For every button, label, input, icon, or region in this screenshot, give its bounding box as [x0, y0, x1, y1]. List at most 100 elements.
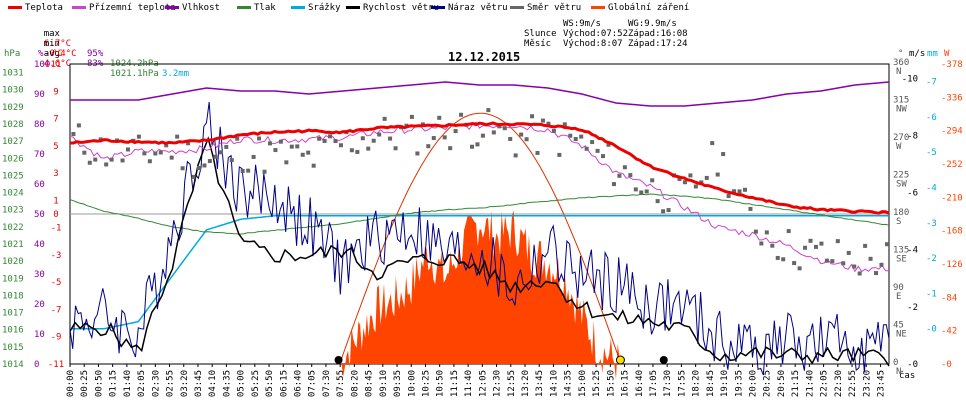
- time-tick-label: 09:35: [393, 370, 403, 397]
- time-tick-label: 10:50: [436, 370, 446, 397]
- time-tick-label: 22:55: [848, 370, 858, 397]
- temp-tick-label: -5: [51, 278, 62, 288]
- wind-direction-point: [819, 241, 824, 246]
- wind-direction-point: [770, 243, 775, 248]
- wind-direction-point: [224, 144, 229, 149]
- wind-tick-label: -0: [907, 360, 918, 370]
- pressure-tick-label: 1019: [2, 274, 24, 284]
- wind-direction-point: [704, 175, 709, 180]
- humidity-tick-label: 50: [34, 210, 45, 220]
- wind-direction-point: [306, 150, 311, 155]
- pressure-tick-label: 1020: [2, 257, 24, 267]
- wind-direction-point: [218, 150, 223, 155]
- humidity-tick-label: 80: [34, 120, 45, 130]
- time-tick-label: 23:20: [862, 370, 872, 397]
- time-tick-label: 23:45: [876, 370, 886, 397]
- pressure-unit-label: hPa: [4, 49, 20, 59]
- stats-max-label: max: [43, 29, 60, 39]
- humidity-tick-label: 10: [34, 330, 45, 340]
- solar-tick-label: -168: [941, 227, 963, 237]
- time-tick-label: 21:15: [791, 370, 801, 397]
- wind-direction-point: [601, 154, 606, 159]
- wind-direction-point: [546, 121, 551, 126]
- wind-direction-point: [284, 160, 289, 165]
- time-tick-label: 01:40: [123, 370, 133, 397]
- legend-item-3: Tlak: [237, 3, 276, 13]
- wind-direction-point: [142, 151, 147, 156]
- stats-min-label: min: [43, 39, 60, 49]
- legend-swatch: [591, 6, 605, 9]
- wind-direction-point: [175, 134, 180, 139]
- wind-direction-point: [213, 154, 218, 159]
- pressure-tick-label: 1030: [2, 86, 24, 96]
- wind-direction-point: [338, 143, 343, 148]
- time-tick-label: 22:30: [834, 370, 844, 397]
- wind-direction-point: [874, 271, 879, 276]
- wind-direction-point: [661, 209, 666, 214]
- moonset-marker: [659, 356, 668, 364]
- legend-label: Náraz větru: [448, 3, 508, 13]
- time-tick-label: 11:40: [464, 370, 474, 397]
- humidity-tick-label: 30: [34, 270, 45, 280]
- time-tick-label: 21:40: [805, 370, 815, 397]
- wind-direction-point: [841, 261, 846, 266]
- wind-direction-point: [186, 141, 191, 146]
- direction-tick-label: 360: [893, 58, 909, 68]
- rain-tick-label: -4: [926, 184, 937, 194]
- wind-direction-point: [513, 153, 518, 158]
- time-tick-label: 03:45: [194, 370, 204, 397]
- legend-label: Přízemní teplota: [89, 3, 176, 13]
- wind-direction-point: [622, 165, 627, 170]
- time-tick-label: 16:40: [635, 370, 645, 397]
- wind-direction-point: [611, 182, 616, 187]
- legend-label: Teplota: [25, 3, 63, 13]
- direction-unit-label: °: [898, 49, 903, 59]
- temp-tick-label: 11: [51, 60, 62, 70]
- temp-tick-label: -1: [51, 224, 62, 234]
- wind-direction-point: [693, 184, 698, 189]
- wind-direction-point: [524, 137, 529, 142]
- wind-direction-point: [355, 149, 360, 154]
- time-tick-label: 05:25: [251, 370, 261, 397]
- stats-avg-label: avg: [43, 49, 60, 59]
- wind-direction-point: [775, 255, 780, 260]
- wind-direction-point: [317, 136, 322, 141]
- time-tick-label: 15:00: [578, 370, 588, 397]
- wind-direction-point: [480, 133, 485, 138]
- solar-tick-label: -42: [941, 327, 957, 337]
- wind-direction-point: [606, 142, 611, 147]
- wind-direction-point: [857, 271, 862, 276]
- wind-direction-point: [382, 116, 387, 121]
- rain-tick-label: -3: [926, 219, 937, 229]
- humidity-tick-label: 90: [34, 90, 45, 100]
- wind-direction-point: [311, 163, 316, 168]
- wind-tick-label: -6: [907, 189, 918, 199]
- wind-direction-point: [579, 134, 584, 139]
- wind-direction-point: [737, 189, 742, 194]
- solar-tick-label: -84: [941, 293, 957, 303]
- wind-direction-point: [333, 139, 338, 144]
- time-tick-label: 06:40: [294, 370, 304, 397]
- time-tick-label: 14:35: [564, 370, 574, 397]
- wind-direction-point: [781, 257, 786, 262]
- temp-tick-label: 1: [53, 196, 58, 206]
- solar-tick-label: -336: [941, 93, 963, 103]
- wind-direction-point: [835, 239, 840, 244]
- pressure-tick-label: 1023: [2, 206, 24, 216]
- wind-unit-label: m/s: [909, 49, 925, 59]
- wind-direction-point: [388, 136, 393, 141]
- solar-tick-label: -126: [941, 260, 963, 270]
- wind-direction-point: [126, 147, 131, 152]
- wind-direction-point: [349, 148, 354, 153]
- time-tick-label: 17:55: [677, 370, 687, 397]
- time-tick-label: 22:05: [820, 370, 830, 397]
- temperature-line: [70, 121, 890, 215]
- wind-direction-point: [153, 151, 158, 156]
- wind-direction-point: [721, 152, 726, 157]
- time-tick-label: 20:00: [749, 370, 759, 397]
- wind-direction-point: [502, 126, 507, 131]
- legend-item-7: Směr větru: [510, 3, 581, 13]
- wind-direction-point: [366, 146, 371, 151]
- wind-direction-point: [710, 141, 715, 146]
